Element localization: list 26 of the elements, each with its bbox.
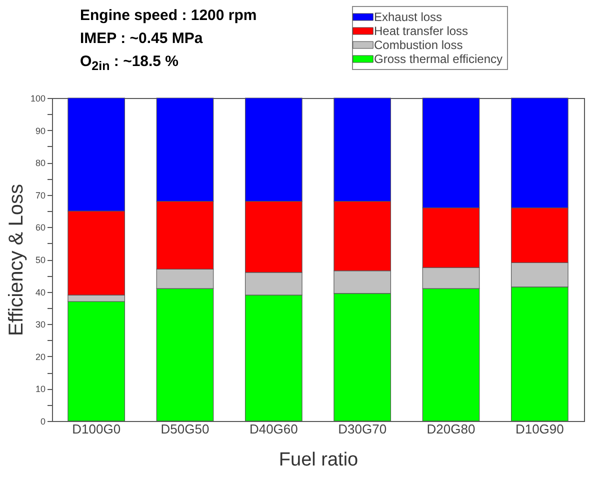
text: Engine speed : 1200 rpm bbox=[80, 6, 257, 26]
y-axis-title: Efficiency & Loss bbox=[5, 184, 28, 336]
y-tick-label: 20 bbox=[35, 352, 46, 362]
y-tick-label: 40 bbox=[35, 287, 46, 298]
legend-label: Gross thermal efficiency bbox=[374, 52, 502, 66]
legend-label: Heat transfer loss bbox=[374, 24, 468, 38]
y-tick-label: 100 bbox=[30, 94, 46, 104]
text: O$_{2in}$ : ~18.5 % bbox=[80, 52, 180, 75]
x-axis-title: Fuel ratio bbox=[278, 450, 358, 470]
y-tick-label: 70 bbox=[35, 190, 46, 200]
y-tick-label: 60 bbox=[35, 222, 46, 233]
legend-label: Exhaust loss bbox=[374, 10, 442, 24]
y-tick-label: 30 bbox=[35, 320, 46, 330]
y-tick-label: 0 bbox=[40, 416, 46, 426]
legend-label: Combustion loss bbox=[374, 38, 463, 52]
y-tick-label: 90 bbox=[35, 126, 46, 136]
x-tick-label: D20G80 bbox=[426, 422, 476, 436]
y-tick-label: 80 bbox=[35, 158, 46, 168]
x-tick-label: D30G70 bbox=[338, 422, 387, 436]
x-tick-label: D40G60 bbox=[249, 422, 298, 436]
text: IMEP : ~0.45 MPa bbox=[80, 29, 204, 49]
x-tick-label: D100G0 bbox=[72, 422, 121, 436]
x-tick-label: D10G90 bbox=[515, 422, 564, 436]
y-tick-label: 50 bbox=[35, 255, 46, 265]
x-tick-label: D50G50 bbox=[160, 422, 210, 436]
y-tick-label: 10 bbox=[35, 384, 46, 394]
